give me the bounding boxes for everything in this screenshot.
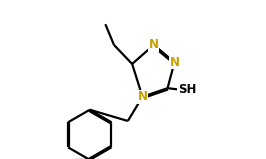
Text: N: N (149, 38, 159, 51)
Text: SH: SH (178, 83, 196, 96)
Text: N: N (169, 56, 180, 69)
Text: N: N (138, 90, 148, 103)
